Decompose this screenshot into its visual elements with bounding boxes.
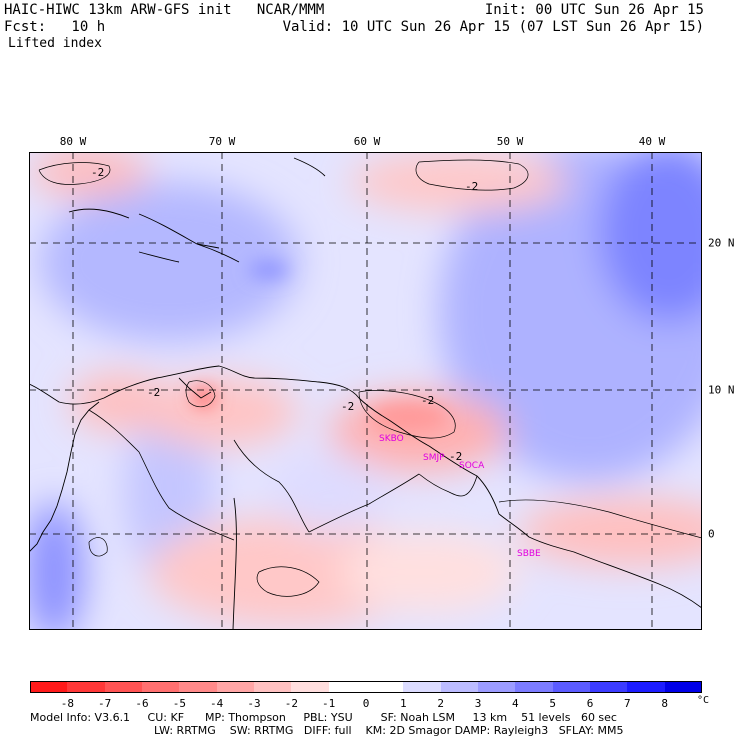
lat-label-20n: 20 N (708, 236, 735, 250)
colorbar-tick: 4 (512, 697, 519, 710)
coastlines (29, 157, 702, 630)
lon-label-80w: 80 W (59, 135, 87, 148)
forecast-hour: Fcst: 10 h (4, 19, 106, 35)
colorbar-tick: 5 (549, 697, 556, 710)
colorbar-tick: 3 (474, 697, 482, 710)
colorbar-swatch (515, 681, 553, 693)
colorbar-swatch (67, 681, 105, 693)
model-info-line2: LW: RRTMG SW: RRTMG DIFF: full KM: 2D Sm… (154, 724, 624, 737)
colorbar-swatch (30, 681, 68, 693)
colorbar-tick: 6 (586, 697, 594, 710)
contour-label: -2 (147, 386, 160, 399)
colorbar-tick: -3 (247, 697, 261, 710)
lon-label-60w: 60 W (353, 135, 381, 148)
colorbar-tick: -6 (135, 697, 149, 710)
colorbar-tick: -1 (322, 697, 336, 710)
lon-label-50w: 50 W (496, 135, 524, 148)
contours (38, 159, 702, 597)
colorbar-tick: -7 (98, 697, 112, 710)
colorbar-swatch (478, 681, 516, 693)
contour-label: -2 (465, 180, 478, 193)
contour-label: -2 (91, 166, 104, 179)
header-right: Init: 00 UTC Sun 26 Apr 15 Valid: 10 UTC… (283, 2, 704, 36)
map-frame (29, 152, 702, 630)
colorbar-swatch (664, 681, 702, 693)
colorbar-swatch (254, 681, 292, 693)
shading-field (29, 152, 702, 630)
lon-label-40w: 40 W (638, 135, 666, 148)
colorbar-swatch (552, 681, 590, 693)
colorbar-swatch (627, 681, 665, 693)
colorbar-swatch (216, 681, 254, 693)
borders (88, 409, 478, 541)
station-sbbe: SBBE (517, 549, 541, 559)
colorbar-swatch (142, 681, 180, 693)
field-title: Lifted index (8, 36, 102, 51)
lat-label-10n: 10 N (708, 383, 735, 397)
grid-lines (29, 152, 702, 630)
colorbar-swatch (104, 681, 142, 693)
colorbar-tick: 2 (437, 697, 444, 710)
colorbar-tick: 0 (362, 697, 370, 710)
colorbar-tick: -8 (60, 697, 74, 710)
colorbar-swatch (179, 681, 217, 693)
colorbar-swatch (440, 681, 478, 693)
colorbar-tick: -4 (210, 697, 224, 710)
colorbar-tick: 7 (624, 697, 631, 710)
model-info-line1: Model Info: V3.6.1 CU: KF MP: Thompson P… (30, 711, 617, 724)
valid-time: Valid: 10 UTC Sun 26 Apr 15 (07 LST Sun … (282, 19, 704, 35)
colorbar-tick: -2 (284, 697, 298, 710)
contour-label: -2 (341, 400, 354, 413)
station-labels: SKBO SMJP SOCA SBBE (379, 434, 541, 559)
contour-label: -2 (449, 450, 462, 463)
station-soca: SOCA (459, 461, 485, 471)
colorbar-swatch (291, 681, 329, 693)
lifted-index-map: -2 -2 -2 -2 -2 -2 SKBO SMJP SOCA SBBE (29, 152, 702, 630)
lat-label-0: 0 (708, 527, 715, 541)
model-line: HAIC-HIWC 13km ARW-GFS init NCAR/MMM (4, 2, 325, 18)
colorbar-swatch (403, 681, 441, 693)
contour-label: -2 (421, 394, 434, 407)
station-skbo: SKBO (379, 434, 404, 444)
colorbar-unit: °C (697, 695, 710, 706)
colorbar-swatch (366, 681, 404, 693)
init-time: Init: 00 UTC Sun 26 Apr 15 (484, 2, 704, 18)
colorbar-tick: 1 (400, 697, 407, 710)
colorbar-swatch (590, 681, 628, 693)
colorbar-tick: -5 (172, 697, 186, 710)
station-smjp: SMJP (423, 453, 445, 463)
header-left: HAIC-HIWC 13km ARW-GFS init NCAR/MMM Fcs… (4, 2, 324, 36)
colorbar-tick: 8 (661, 697, 668, 710)
lon-label-70w: 70 W (208, 135, 236, 148)
colorbar-swatch (328, 681, 366, 693)
